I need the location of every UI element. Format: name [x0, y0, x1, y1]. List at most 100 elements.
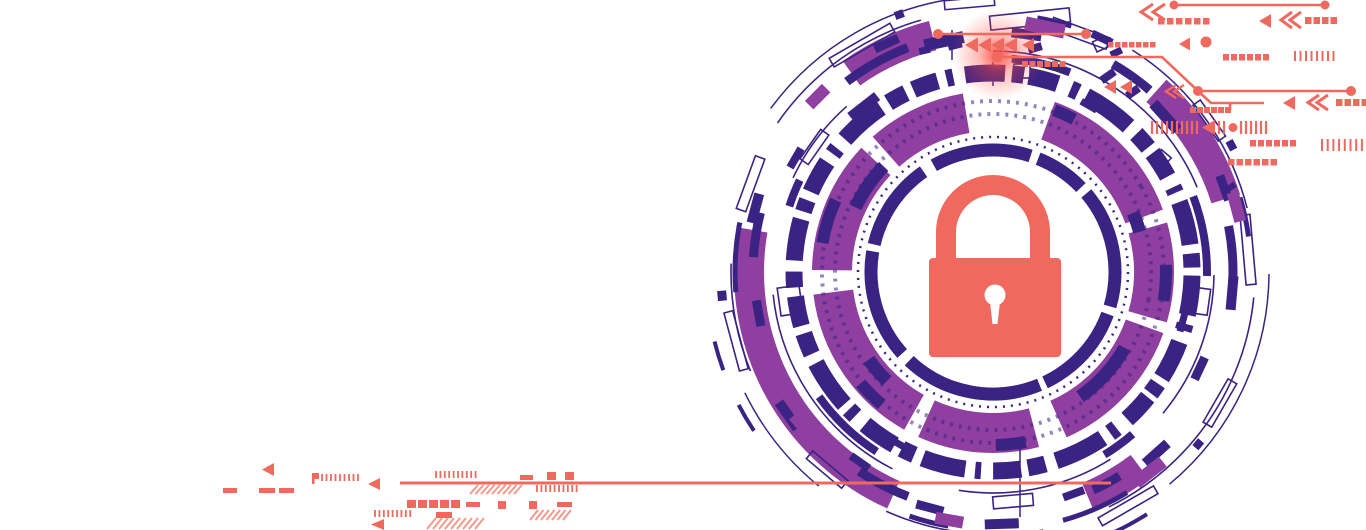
ring-fragment: [751, 299, 766, 327]
ring-fragment: [1225, 138, 1238, 152]
dash-row: [1336, 99, 1366, 106]
dash: [279, 488, 294, 493]
node-dot: [1320, 0, 1330, 10]
circuit-markers: [223, 0, 1366, 530]
node-dot: [1228, 123, 1238, 132]
triangle-left-icon: [1202, 120, 1215, 135]
ring-fragment: [789, 410, 824, 448]
ring-fragment: [804, 83, 831, 110]
ring-fragment: [1141, 439, 1171, 468]
ring-arc: [856, 135, 1130, 409]
ring-fragment: [934, 511, 965, 529]
node-dot: [933, 29, 943, 39]
keyhole-stem: [990, 302, 1000, 324]
ring-arc: [820, 99, 1166, 445]
ring-fragment: [1226, 190, 1247, 223]
ring-fragment: [1190, 355, 1209, 382]
ring-fragment: [1226, 181, 1237, 192]
lock-shackle: [936, 175, 1050, 262]
hatch-row: [529, 509, 572, 521]
ring-fragment: [1192, 438, 1205, 451]
tick-row: [536, 485, 578, 492]
ring-outline: [943, 0, 996, 11]
ring-outline: [1191, 98, 1227, 143]
dash: [259, 488, 275, 493]
ring-fragment: [1176, 313, 1189, 333]
dash-row: [1250, 140, 1296, 147]
dash-row: [1158, 18, 1210, 25]
ring-fragment: [1225, 275, 1239, 311]
triangle-left-icon: [1179, 37, 1190, 51]
ring-arc: [814, 93, 1172, 451]
square: [547, 472, 556, 480]
chevron-left-icon: [1305, 93, 1329, 112]
tick-row: [1294, 51, 1335, 61]
ring-outline: [1151, 148, 1173, 169]
ring-fragment: [717, 290, 727, 302]
ring-arc: [833, 112, 1153, 432]
ring-fragment: [893, 9, 905, 20]
node-dot: [1169, 0, 1179, 10]
chevron-left-icon: [1278, 10, 1302, 30]
ring-fragment: [884, 433, 906, 450]
chevron-left-icon: [1163, 83, 1185, 100]
triangle-left-icon: [371, 519, 384, 530]
hatch-row: [469, 484, 523, 495]
barcode-ticks: [1239, 121, 1268, 134]
tick-row: [374, 510, 412, 517]
ring-purple-fragments: [789, 16, 1247, 529]
dash-row: [1223, 54, 1269, 61]
ring-outline: [776, 284, 804, 317]
ring-fragment: [786, 146, 805, 170]
ring-fragment: [872, 34, 901, 54]
dash-row: [1305, 17, 1337, 24]
ring-fragment: [1062, 486, 1086, 502]
dash: [436, 512, 452, 518]
triangle-left-icon: [262, 463, 274, 476]
ring-arc: [716, 0, 1270, 530]
ring-outline: [828, 22, 896, 69]
ring-fragment: [848, 452, 872, 472]
ring-outline: [1186, 285, 1212, 317]
tick-row: [1321, 139, 1363, 151]
square-tail: [312, 473, 319, 484]
dash: [466, 502, 480, 507]
ring-outline: [798, 128, 830, 166]
ring-arc: [864, 143, 1122, 401]
triangle-left-icon: [965, 37, 1034, 53]
dash: [520, 475, 533, 480]
ring-fragment: [847, 92, 881, 121]
dash-row: [1228, 159, 1277, 166]
ring-arc: [771, 50, 1215, 494]
chevron-left-icon: [1138, 2, 1166, 22]
ring-fragment: [1109, 46, 1124, 59]
dash-row: [1022, 61, 1066, 67]
ring-fragment: [1124, 84, 1142, 100]
tick-row: [435, 471, 477, 478]
ring-outline: [1096, 484, 1160, 527]
ring-arc: [748, 27, 1238, 517]
triangle-left-icon: [1104, 80, 1132, 94]
hatch-marks: [426, 484, 572, 530]
barcode-ticks: [1217, 121, 1226, 134]
node-dot: [1193, 86, 1203, 96]
ring-fragment: [1149, 99, 1182, 134]
ring-arc: [775, 54, 1211, 490]
ring-fragment: [918, 45, 931, 55]
dash-row: [1190, 107, 1231, 113]
barcode-ticks: [1150, 121, 1199, 134]
node-dot: [1200, 36, 1212, 48]
node-dot: [991, 51, 1003, 63]
square: [565, 472, 574, 480]
circuit-traces: [321, 2, 1363, 517]
triangle-left-icon: [368, 478, 380, 490]
dash: [557, 502, 572, 507]
square: [498, 501, 506, 509]
node-dot: [1081, 29, 1091, 39]
ring-fragment: [746, 192, 765, 225]
ring-fragment: [984, 518, 1019, 530]
ring-arc: [704, 0, 1282, 530]
ring-arc: [730, 9, 1256, 530]
ring-fragment: [923, 31, 965, 52]
